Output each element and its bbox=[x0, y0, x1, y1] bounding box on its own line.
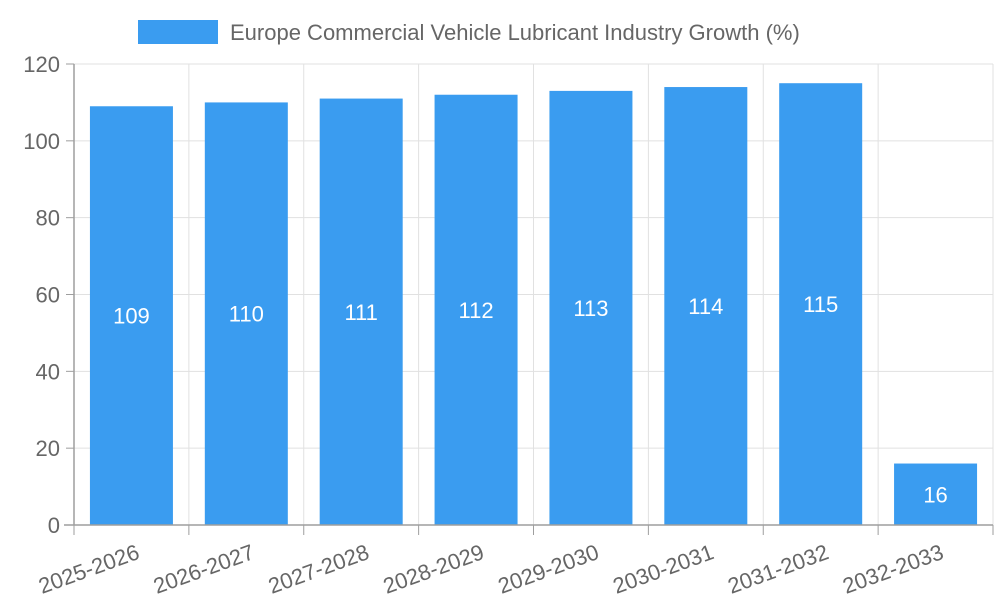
x-tick-label-2028-2029: 2028-2029 bbox=[380, 539, 487, 598]
legend: Europe Commercial Vehicle Lubricant Indu… bbox=[138, 20, 800, 45]
x-tick-label-2032-2033: 2032-2033 bbox=[839, 539, 946, 598]
data-label-2026-2027: 110 bbox=[229, 302, 264, 327]
bar-2030-2031 bbox=[664, 87, 748, 526]
legend-label: Europe Commercial Vehicle Lubricant Indu… bbox=[230, 20, 800, 45]
x-tick-label-2030-2031: 2030-2031 bbox=[610, 539, 717, 598]
y-axis-ticks: 0 20 40 60 80 100 120 bbox=[23, 52, 74, 538]
bar-2026-2027 bbox=[204, 102, 288, 526]
bar-2028-2029 bbox=[434, 94, 518, 525]
bar-2029-2030 bbox=[549, 90, 633, 526]
data-label-2028-2029: 112 bbox=[459, 298, 494, 323]
x-tick-label-2027-2028: 2027-2028 bbox=[265, 539, 372, 598]
data-label-2032-2033: 16 bbox=[923, 482, 947, 507]
x-tick-label-2029-2030: 2029-2030 bbox=[495, 539, 602, 598]
legend-swatch bbox=[138, 20, 218, 44]
x-axis-ticks: 2025-2026 2026-2027 2027-2028 2028-2029 2029… bbox=[35, 525, 994, 599]
data-label-2029-2030: 113 bbox=[573, 296, 608, 321]
y-tick-label-100: 100 bbox=[23, 129, 60, 154]
data-label-2027-2028: 111 bbox=[344, 300, 377, 325]
data-labels: 109 110 111 112 113 114 115 16 bbox=[113, 292, 948, 507]
y-tick-label-40: 40 bbox=[36, 359, 60, 384]
bar-2027-2028 bbox=[319, 98, 403, 525]
bar-2031-2032 bbox=[779, 83, 863, 525]
x-tick-label-2025-2026: 2025-2026 bbox=[35, 539, 142, 598]
bars bbox=[89, 83, 978, 526]
y-tick-label-20: 20 bbox=[36, 436, 60, 461]
y-tick-label-80: 80 bbox=[36, 206, 60, 231]
y-tick-label-60: 60 bbox=[36, 283, 60, 308]
bar-2025-2026 bbox=[89, 106, 173, 525]
data-label-2025-2026: 109 bbox=[113, 304, 150, 329]
data-label-2031-2032: 115 bbox=[803, 292, 838, 317]
x-tick-label-2026-2027: 2026-2027 bbox=[150, 539, 257, 598]
bar-2032-2033 bbox=[894, 463, 978, 525]
x-tick-label-2031-2032: 2031-2032 bbox=[724, 539, 831, 598]
data-label-2030-2031: 114 bbox=[688, 294, 723, 319]
y-tick-label-0: 0 bbox=[48, 513, 60, 538]
y-tick-label-120: 120 bbox=[23, 52, 60, 77]
